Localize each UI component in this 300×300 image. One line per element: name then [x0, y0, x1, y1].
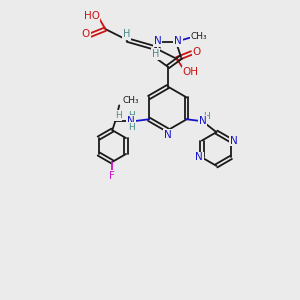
Text: N: N: [154, 36, 162, 46]
Text: H: H: [152, 49, 160, 59]
Text: CH₃: CH₃: [122, 96, 139, 105]
Text: H: H: [122, 29, 130, 39]
Text: N: N: [164, 130, 172, 140]
Text: N: N: [174, 36, 182, 46]
Text: HO: HO: [83, 11, 100, 21]
Text: CH₃: CH₃: [190, 32, 207, 41]
Text: H: H: [203, 112, 210, 121]
Text: N: N: [195, 152, 203, 162]
Text: OH: OH: [183, 67, 199, 77]
Text: N: N: [230, 136, 238, 146]
Text: N: N: [127, 116, 135, 126]
Text: H: H: [128, 123, 134, 132]
Text: O: O: [82, 29, 90, 39]
Text: H: H: [128, 111, 134, 120]
Text: F: F: [110, 171, 115, 181]
Text: O: O: [192, 47, 201, 57]
Text: H: H: [115, 111, 122, 120]
Text: N: N: [199, 116, 206, 126]
